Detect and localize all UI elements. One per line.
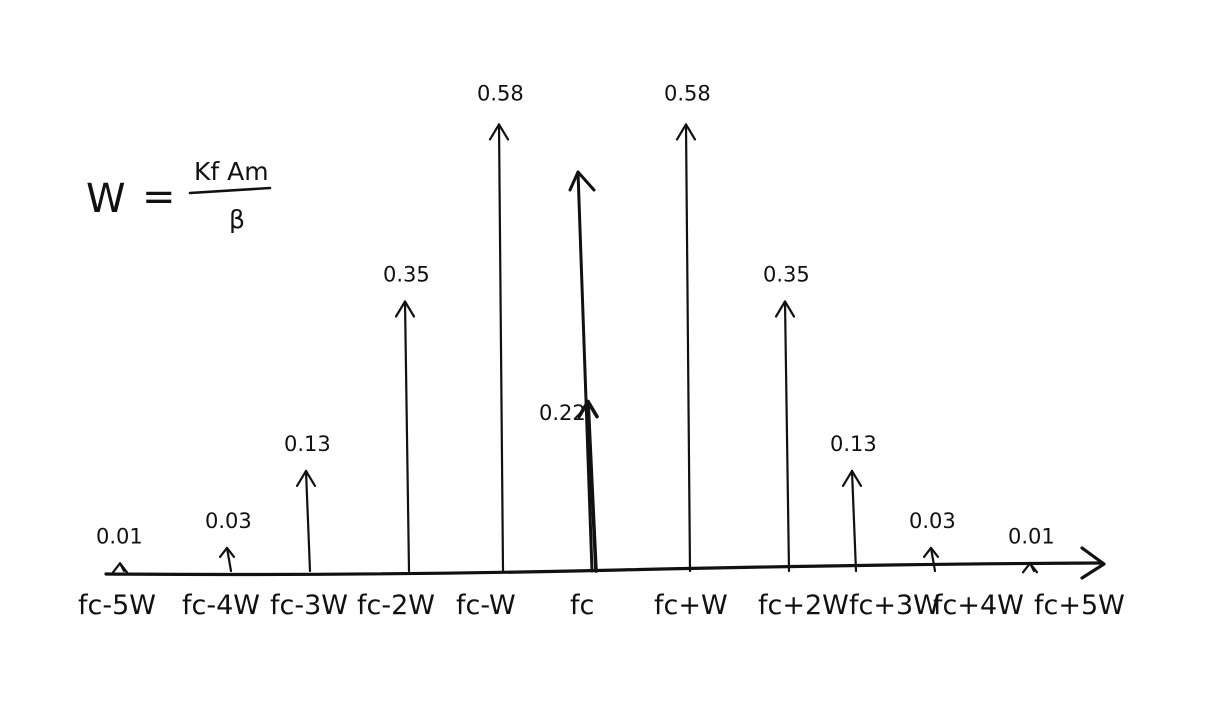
spectral-line-fcminus4W — [218, 546, 236, 573]
axis-arrowhead-icon — [1080, 546, 1106, 580]
formula-denominator: β — [229, 205, 245, 234]
frequency-axis — [104, 546, 1106, 580]
spectral-line-stem — [783, 300, 791, 573]
amplitude-labels: 0.01 0.03 0.13 0.35 0.58 0.22 0.58 0.35 0.13 0.03… — [96, 81, 1055, 548]
amplitude-label-sb5: 0.58 — [664, 81, 711, 105]
amplitude-label-sb9: 0.01 — [1008, 524, 1055, 548]
spectral-line-stem — [497, 123, 505, 573]
spectral-line-stem — [850, 469, 858, 573]
spectral-line-fcplusW — [675, 123, 697, 573]
amplitude-label-sb8: 0.03 — [909, 509, 956, 533]
arrowhead-icon — [841, 469, 863, 487]
amplitude-label-sb4: 0.58 — [477, 81, 524, 105]
spectral-line-stem — [929, 546, 937, 573]
arrowhead-icon — [675, 123, 697, 141]
arrowhead-icon — [1021, 562, 1039, 574]
formula-lhs: W — [86, 176, 126, 222]
tick-label-sb7: fc+3W — [849, 590, 940, 621]
spectral-line-fcplus5W — [1021, 562, 1039, 574]
tick-label-sb9: fc+5W — [1034, 590, 1125, 621]
bandwidth-formula: W = Kf Am β — [86, 157, 272, 234]
tick-label-sb4: fc-W — [456, 590, 516, 621]
frequency-tick-labels: fc-5W fc-4W fc-3W fc-2W fc-W fc fc+W fc+2W fc+3W… — [78, 590, 1125, 621]
arrowhead-icon — [218, 546, 236, 558]
tick-label-sb3: fc-2W — [357, 590, 435, 621]
spectral-line-stem — [684, 123, 692, 573]
spectral-line-stem — [225, 546, 233, 573]
amplitude-label-sb3: 0.35 — [383, 263, 430, 287]
arrowhead-icon — [488, 123, 510, 141]
spectral-line-fcplus3W — [841, 469, 863, 573]
arrowhead-icon — [111, 562, 129, 574]
amplitude-label-sb0: 0.01 — [96, 524, 143, 548]
carrier-tall-arrowhead-icon — [568, 170, 596, 192]
formula-numerator: Kf Am — [194, 157, 269, 186]
spectral-line-fcminus2W — [394, 300, 416, 573]
spectral-line-stem — [403, 300, 411, 573]
arrowhead-icon — [295, 469, 317, 487]
arrowhead-icon — [922, 546, 940, 558]
arrowhead-icon — [577, 399, 599, 419]
formula-equals: = — [142, 174, 176, 220]
arrowhead-icon — [774, 300, 796, 318]
formula-fraction-bar — [188, 186, 272, 195]
spectral-line-fcplus4W — [922, 546, 940, 573]
arrowhead-icon — [394, 300, 416, 318]
tick-label-sb5: fc+W — [654, 590, 728, 621]
spectral-lines — [111, 123, 1039, 574]
tick-label-sb1: fc-4W — [182, 590, 260, 621]
amplitude-label-sb1: 0.03 — [205, 509, 252, 533]
tick-label-carrier: fc — [570, 590, 594, 621]
spectral-line-fcminus3W — [295, 469, 317, 573]
tick-label-sb8: fc+4W — [933, 590, 1024, 621]
axis-line — [104, 561, 1102, 577]
tick-label-sb0: fc-5W — [78, 590, 156, 621]
carrier-tall-stem — [576, 170, 594, 573]
spectral-line-stem — [586, 399, 598, 573]
amplitude-label-carrier: 0.22 — [539, 401, 586, 425]
spectral-line-fcplus2W — [774, 300, 796, 573]
spectral-line-stem — [304, 469, 312, 573]
tick-label-sb6: fc+2W — [758, 590, 849, 621]
amplitude-label-sb7: 0.13 — [830, 432, 877, 456]
spectral-line-fcminus5W — [111, 562, 129, 574]
amplitude-label-sb2: 0.13 — [284, 432, 331, 456]
spectral-line-fc — [577, 399, 599, 573]
amplitude-label-sb6: 0.35 — [763, 263, 810, 287]
tick-label-sb2: fc-3W — [270, 590, 348, 621]
spectral-line-fcminusW — [488, 123, 510, 573]
